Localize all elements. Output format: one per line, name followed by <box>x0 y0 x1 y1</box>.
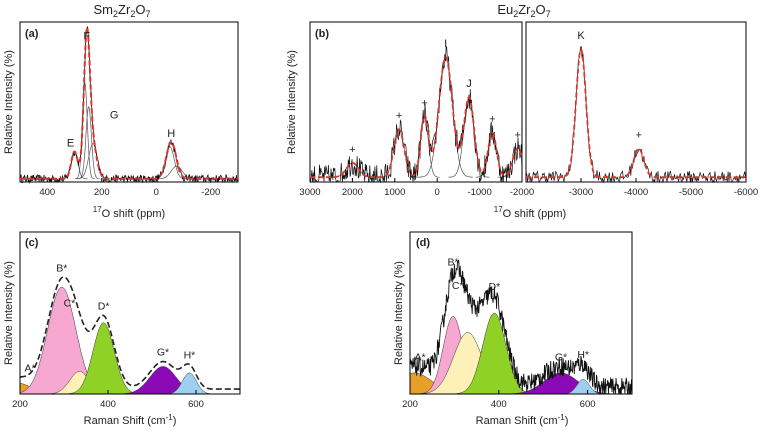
panel-a-label: (a) <box>25 28 39 40</box>
panel-b-peak-label: + <box>515 129 521 141</box>
panel-b-peak-label: K <box>577 30 585 42</box>
panel-a-tick-label: 200 <box>94 187 110 198</box>
panel-b: (b) Relative Intensity (%) 17O shift (pp… <box>286 21 758 220</box>
panel-a-fit-component <box>152 146 188 180</box>
panel-d-band-label: D* <box>489 281 501 293</box>
panel-a-ylabel: Relative Intensity (%) <box>3 50 15 154</box>
panel-a-raw-spectrum <box>19 25 239 185</box>
panel-d-band-label: H* <box>577 349 589 361</box>
panel-b-left-tick-label: 0 <box>435 187 440 198</box>
panel-b-right-tick-label: -6000 <box>734 187 758 198</box>
panel-d-label: (d) <box>416 237 430 249</box>
panel-d-band-label: B* <box>448 256 459 268</box>
panel-d-band-label: A* <box>414 351 425 363</box>
panel-b-peak-label: J <box>466 78 472 90</box>
panel-b-left-tick-label: -1000 <box>467 187 491 198</box>
title-sm2zr2o7: Sm2Zr2O7 <box>94 2 151 19</box>
panel-a-tick-label: 0 <box>154 187 159 198</box>
panel-b-fit-component <box>448 96 490 178</box>
panel-d: (d) Relative Intensity (%) Raman Shift (… <box>393 231 633 427</box>
panel-b-left-tick-label: -2000 <box>510 187 534 198</box>
panel-b-frame-left <box>309 21 523 183</box>
panel-a-tick-label: 400 <box>39 187 55 198</box>
panel-a-xlabel: 17O shift (ppm) <box>93 205 165 220</box>
panel-b-xlabel: 17O shift (ppm) <box>494 205 566 220</box>
panel-c-envelope <box>20 276 240 390</box>
panel-b-fit-curve-left <box>310 56 523 179</box>
panel-c-band-label: H* <box>184 349 196 361</box>
panel-b-right-tick-label: -5000 <box>679 187 703 198</box>
panel-d-band-label: C* <box>452 280 464 292</box>
panel-b-ylabel: Relative Intensity (%) <box>286 50 298 154</box>
panel-c-ylabel: Relative Intensity (%) <box>3 261 15 365</box>
panel-b-left-tick-label: 3000 <box>299 187 320 198</box>
panel-b-right-tick-label: -4000 <box>624 187 648 198</box>
panel-d-band-label: G* <box>555 351 567 363</box>
panel-a-fit-component <box>74 82 95 180</box>
panel-c-xlabel: Raman Shift (cm-1) <box>84 413 177 427</box>
panel-a-peak-label: E <box>67 138 74 150</box>
panel-a-tick-label: -200 <box>201 187 220 198</box>
panel-c-band-label: C* <box>64 297 76 309</box>
panel-c: (c) Relative Intensity (%) Raman Shift (… <box>3 231 241 427</box>
panel-c-tick-label: 400 <box>100 399 116 410</box>
panel-a-frame <box>19 21 239 183</box>
panel-c-band-label: A* <box>24 362 35 374</box>
panel-c-tick-label: 600 <box>188 399 204 410</box>
panel-c-band-label: G* <box>157 347 169 359</box>
panel-d-tick-label: 200 <box>402 399 418 410</box>
panel-b-peak-label: + <box>636 129 642 141</box>
panel-c-band-label: B* <box>56 263 67 275</box>
panel-b-right-tick-label: -3000 <box>569 187 593 198</box>
panel-b-peak-label: + <box>421 97 427 109</box>
panel-b-raw-spectrum-left <box>309 45 523 184</box>
panel-b-peak-label: + <box>349 144 355 156</box>
panel-b-fit-curve-right <box>526 47 746 179</box>
panel-a-fit-curve <box>20 23 238 180</box>
panel-d-raw-spectrum <box>409 259 633 395</box>
panel-d-frame <box>409 231 633 395</box>
panel-b-label: (b) <box>315 28 329 40</box>
panel-b-left-tick-label: 2000 <box>342 187 363 198</box>
panel-a-peak-label: G <box>110 110 119 122</box>
panel-c-label: (c) <box>25 237 39 249</box>
panel-c-tick-label: 200 <box>12 399 28 410</box>
panel-d-tick-label: 600 <box>580 399 596 410</box>
panel-c-frame <box>19 231 241 395</box>
title-eu2zr2o7: Eu2Zr2O7 <box>497 2 550 19</box>
panel-d-xlabel: Raman Shift (cm-1) <box>476 413 569 427</box>
panel-d-tick-label: 400 <box>491 399 507 410</box>
panel-b-raw-spectrum-right <box>525 46 746 184</box>
panel-a-fit-component <box>77 105 100 180</box>
panel-a: (a) Relative Intensity (%) 17O shift (pp… <box>3 21 239 220</box>
panel-b-peak-label: + <box>489 113 495 125</box>
panel-b-frame-right <box>525 21 747 183</box>
panel-b-left-tick-label: 1000 <box>384 187 405 198</box>
panel-c-band-label: D* <box>98 301 110 313</box>
panel-b-peak-label: I <box>444 38 447 50</box>
panel-a-peak-label: F <box>83 30 90 42</box>
panel-b-peak-label: + <box>396 110 402 122</box>
panel-a-peak-label: H <box>167 128 175 140</box>
panel-d-ylabel: Relative Intensity (%) <box>393 261 405 365</box>
